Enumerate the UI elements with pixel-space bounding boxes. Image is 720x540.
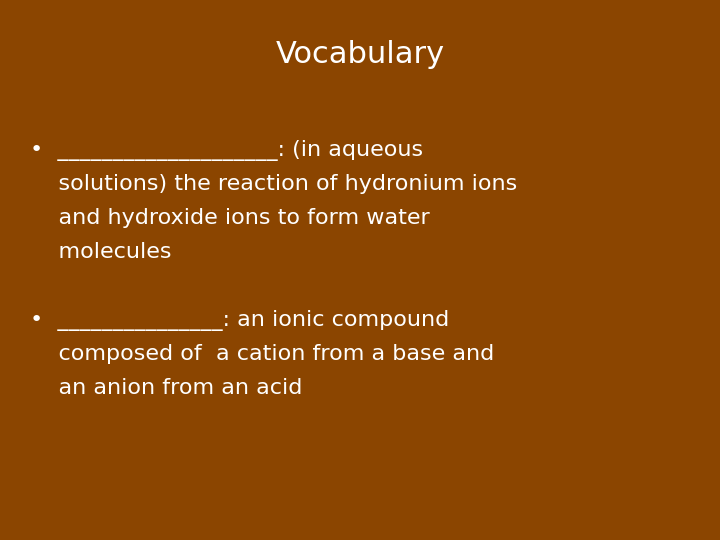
Text: composed of  a cation from a base and: composed of a cation from a base and — [30, 344, 494, 364]
Text: •  _______________: an ionic compound: • _______________: an ionic compound — [30, 310, 449, 331]
Text: an anion from an acid: an anion from an acid — [30, 378, 302, 398]
Text: molecules: molecules — [30, 242, 171, 262]
Text: •  ____________________: (in aqueous: • ____________________: (in aqueous — [30, 140, 423, 161]
Text: Vocabulary: Vocabulary — [276, 40, 444, 69]
Text: solutions) the reaction of hydronium ions: solutions) the reaction of hydronium ion… — [30, 174, 517, 194]
Text: and hydroxide ions to form water: and hydroxide ions to form water — [30, 208, 430, 228]
